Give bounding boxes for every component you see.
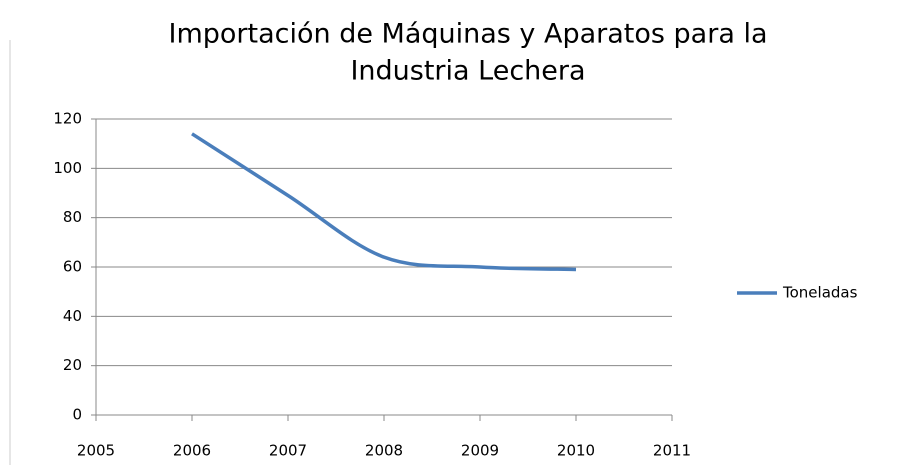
x-tick-label: 2007	[269, 442, 307, 460]
data-line	[191, 132, 577, 272]
x-tick-label: 2008	[365, 442, 403, 460]
y-tick-label: 100	[53, 159, 82, 177]
x-tick-label: 2005	[77, 442, 115, 460]
y-tick-label: 0	[72, 406, 82, 424]
x-tick-label: 2010	[557, 442, 595, 460]
chart-title: Industria Lechera	[350, 56, 585, 87]
legend-label: Toneladas	[782, 284, 858, 302]
y-tick-label: 20	[63, 356, 82, 374]
y-tick-label: 120	[53, 110, 82, 128]
x-tick-label: 2006	[173, 442, 211, 460]
x-tick-label: 2009	[461, 442, 499, 460]
y-tick-label: 80	[63, 208, 82, 226]
chart-title: Importación de Máquinas y Aparatos para …	[168, 19, 767, 50]
y-tick-label: 60	[63, 258, 82, 276]
x-tick-label: 2011	[653, 442, 691, 460]
y-tick-label: 40	[63, 307, 82, 325]
